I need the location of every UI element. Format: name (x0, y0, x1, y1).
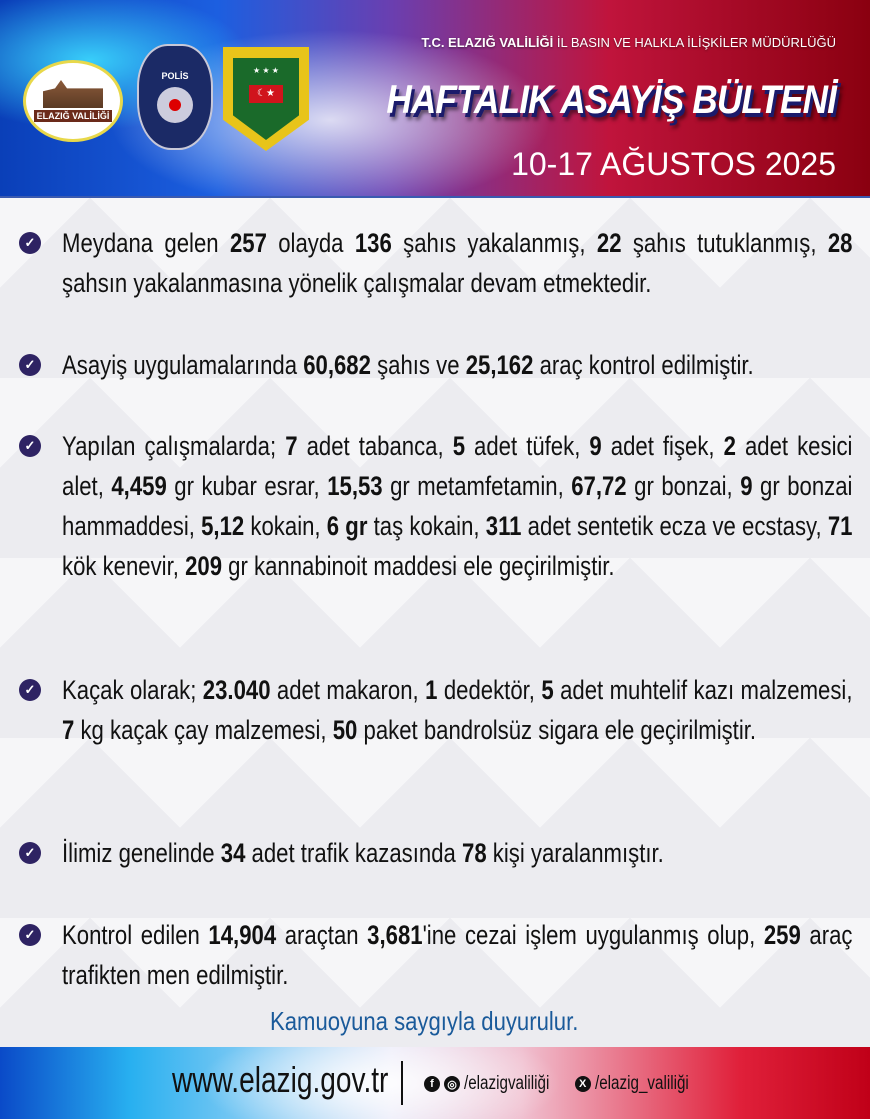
text-segment: gr metamfetamin, (382, 471, 572, 501)
text-segment: adet muhtelif kazı malzemesi, (553, 675, 853, 705)
jandarma-logo: ★ ★ ★ ☾★ (223, 47, 309, 151)
elazig-valiligi-logo: ELAZIĞ VALİLİĞİ (23, 60, 123, 142)
highlight-number: 15,53 (327, 471, 383, 501)
text-segment: adet makaron, (270, 675, 426, 705)
text-segment: şahıs tutuklanmış, (621, 228, 828, 258)
text-segment: kokain, (244, 511, 327, 541)
text-segment: araçtan (276, 920, 368, 950)
check-icon: ✓ (19, 924, 41, 946)
closing-text: Kamuoyuna saygıyla duyurulur. (270, 1006, 579, 1036)
text-segment: Yapılan çalışmalarda; (62, 431, 286, 461)
check-icon: ✓ (19, 435, 41, 457)
highlight-number: 257 (229, 228, 267, 258)
text-segment: gr bonzai, (626, 471, 741, 501)
check-icon: ✓ (19, 842, 41, 864)
bulletin-item: İlimiz genelinde 34 adet trafik kazasınd… (62, 833, 852, 873)
highlight-number: 25,162 (465, 350, 534, 380)
text-segment: kg kaçak çay malzemesi, (74, 715, 333, 745)
highlight-number: 71 (827, 511, 853, 541)
highlight-number: 4,459 (111, 471, 167, 501)
text-segment: adet tüfek, (465, 431, 590, 461)
text-segment: taş kokain, (367, 511, 486, 541)
text-segment: araç trafikten men edilmiştir. (62, 920, 853, 990)
facebook-instagram-handle[interactable]: /elazigvaliliği (464, 1073, 550, 1094)
highlight-number: 34 (220, 838, 246, 868)
highlight-number: 60,682 (303, 350, 371, 380)
x-handle[interactable]: /elazig_valiliği (594, 1073, 689, 1094)
subtitle: T.C. ELAZIĞ VALİLİĞİ İL BASIN VE HALKLA … (421, 35, 836, 50)
bulletin-item: Asayiş uygulamalarında 60,682 şahıs ve 2… (62, 345, 852, 385)
text-segment: Meydana gelen (62, 228, 230, 258)
instagram-icon[interactable]: ◎ (444, 1076, 460, 1092)
text-segment: adet sentetik ecza ve ecstasy, (521, 511, 828, 541)
bulletin-item: Yapılan çalışmalarda; 7 adet tabanca, 5 … (62, 426, 852, 586)
text-segment: olayda (266, 228, 355, 258)
highlight-number: 9 (740, 471, 753, 501)
bulletin-item: Kontrol edilen 14,904 araçtan 3,681'ine … (62, 915, 852, 995)
footer-banner: www.elazig.gov.tr f ◎ /elazigvaliliği X … (0, 1047, 870, 1119)
social-links: f ◎ /elazigvaliliği X /elazig_valiliği (424, 1073, 712, 1095)
text-segment: 'ine cezai işlem uygulanmış olup, (422, 920, 764, 950)
highlight-number: 5 (541, 675, 554, 705)
text-segment: kök kenevir, (62, 551, 186, 581)
text-segment: paket bandrolsüz sigara ele geçirilmişti… (357, 715, 757, 745)
highlight-number: 14,904 (208, 920, 277, 950)
text-segment: adet fişek, (601, 431, 724, 461)
highlight-number: 3,681 (367, 920, 423, 950)
highlight-number: 22 (596, 228, 622, 258)
text-segment: kişi yaralanmıştır. (486, 838, 664, 868)
text-segment: Kaçak olarak; (62, 675, 203, 705)
x-icon[interactable]: X (574, 1076, 591, 1092)
text-segment: Asayiş uygulamalarında (62, 350, 304, 380)
highlight-number: 7 (62, 715, 75, 745)
check-icon: ✓ (19, 232, 41, 254)
facebook-icon[interactable]: f (424, 1076, 440, 1092)
highlight-number: 67,72 (571, 471, 627, 501)
text-segment: Kontrol edilen (62, 920, 209, 950)
bulletin-content (0, 198, 870, 1047)
highlight-number: 5,12 (201, 511, 245, 541)
text-segment: şahıs yakalanmış, (391, 228, 597, 258)
text-segment: şahsın yakalanmasına yönelik çalışmalar … (62, 268, 652, 298)
text-segment: şahıs ve (370, 350, 466, 380)
page-title: HAFTALIK ASAYİŞ BÜLTENİ (386, 78, 837, 122)
text-segment: adet tabanca, (297, 431, 453, 461)
check-icon: ✓ (19, 354, 41, 376)
highlight-number: 259 (763, 920, 801, 950)
highlight-number: 2 (723, 431, 736, 461)
text-segment: dedektör, (437, 675, 542, 705)
highlight-number: 311 (485, 511, 522, 541)
text-segment: gr kubar esrar, (166, 471, 328, 501)
text-segment: adet kesici alet, (62, 431, 853, 501)
highlight-number: 28 (827, 228, 853, 258)
website-link[interactable]: www.elazig.gov.tr (172, 1059, 389, 1100)
highlight-number: 6 gr (326, 511, 368, 541)
bulletin-item: Meydana gelen 257 olayda 136 şahıs yakal… (62, 223, 852, 303)
highlight-number: 1 (425, 675, 438, 705)
text-segment: gr kannabinoit maddesi ele geçirilmiştir… (222, 551, 615, 581)
highlight-number: 78 (462, 838, 487, 868)
text-segment: gr bonzai hammaddesi, (62, 471, 853, 541)
bulletin-item: Kaçak olarak; 23.040 adet makaron, 1 ded… (62, 670, 852, 750)
highlight-number: 7 (285, 431, 298, 461)
divider (401, 1061, 403, 1105)
check-icon: ✓ (19, 679, 41, 701)
header-banner: ELAZIĞ VALİLİĞİ POLİS ★ ★ ★ ☾★ T.C. ELAZI… (0, 0, 870, 198)
highlight-number: 50 (332, 715, 358, 745)
highlight-number: 136 (354, 228, 392, 258)
polis-logo: POLİS (137, 44, 213, 150)
text-segment: araç kontrol edilmiştir. (533, 350, 754, 380)
highlight-number: 209 (185, 551, 223, 581)
bulletin-date: 10-17 AĞUSTOS 2025 (511, 146, 836, 182)
text-segment: adet trafik kazasında (245, 838, 463, 868)
highlight-number: 23.040 (202, 675, 271, 705)
highlight-number: 5 (452, 431, 466, 461)
highlight-number: 9 (589, 431, 602, 461)
text-segment: İlimiz genelinde (62, 838, 221, 868)
